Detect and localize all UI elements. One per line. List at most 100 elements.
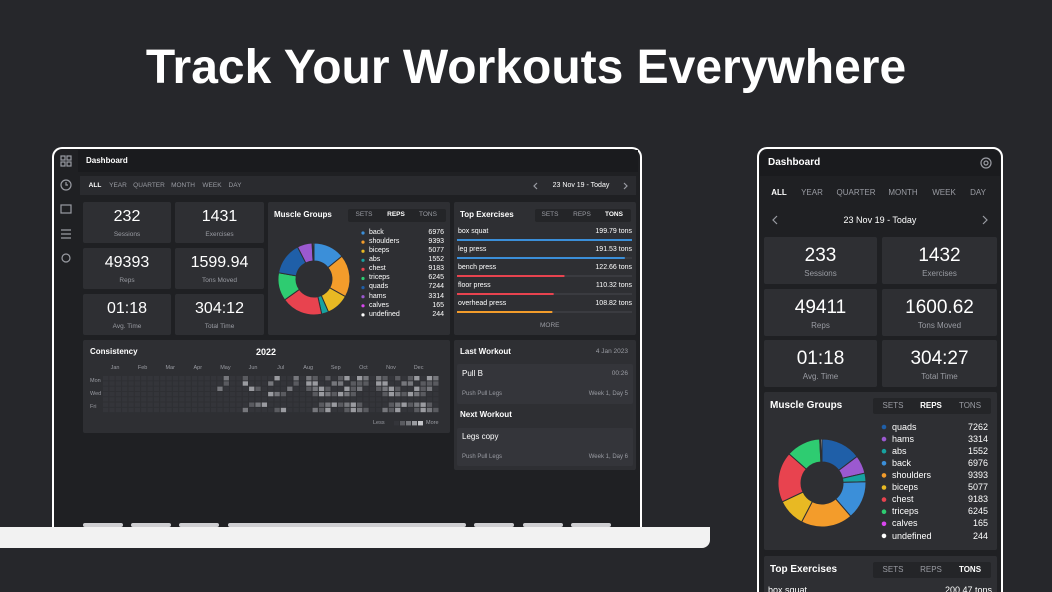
stat-card bbox=[764, 289, 877, 336]
legend-high: More bbox=[426, 419, 439, 426]
heatmap-cell bbox=[331, 376, 337, 381]
month-label: May bbox=[220, 364, 231, 371]
heatmap-cell bbox=[242, 386, 248, 391]
heatmap-cell bbox=[160, 376, 166, 381]
legend-dot bbox=[881, 424, 887, 430]
heatmap-cell bbox=[337, 391, 344, 397]
heatmap-cell bbox=[210, 397, 217, 402]
heatmap-cell bbox=[357, 386, 363, 391]
heatmap-cell bbox=[293, 402, 299, 407]
heatmap-cell bbox=[325, 407, 331, 413]
heatmap-cell bbox=[357, 391, 363, 397]
tab: SETS bbox=[541, 211, 559, 219]
month-label: Mar bbox=[165, 364, 175, 371]
heatmap-cell bbox=[388, 397, 395, 402]
heatmap-cell bbox=[268, 402, 274, 407]
legend-value: 165 bbox=[432, 301, 444, 309]
heatmap-cell bbox=[249, 376, 255, 381]
heatmap-cell bbox=[344, 386, 350, 391]
heatmap-cell bbox=[153, 397, 160, 402]
month-label: Jul bbox=[277, 364, 285, 371]
heatmap-cell bbox=[179, 386, 185, 391]
heatmap-cell bbox=[166, 386, 172, 391]
exercise-name: floor press bbox=[458, 281, 491, 289]
heatmap-cell bbox=[134, 376, 141, 381]
last-date: 4 Jan 2023 bbox=[595, 348, 628, 356]
heatmap-cell bbox=[255, 391, 261, 397]
stat-value: 304:12 bbox=[195, 300, 244, 318]
heatmap-cell bbox=[287, 386, 293, 391]
heatmap-cell bbox=[261, 386, 268, 391]
heatmap-cell bbox=[414, 376, 420, 381]
heatmap-cell bbox=[217, 386, 223, 391]
heatmap-cell bbox=[255, 381, 261, 386]
legend-swatch bbox=[412, 421, 417, 426]
heatmap-cell bbox=[230, 386, 236, 391]
stat-card bbox=[882, 340, 997, 387]
heatmap-cell bbox=[242, 402, 248, 407]
stat-card bbox=[882, 289, 997, 336]
heatmap-cell bbox=[401, 402, 407, 407]
exercise-name: box squat bbox=[458, 227, 489, 235]
heatmap-cell bbox=[153, 391, 160, 397]
page-title: Dashboard bbox=[86, 156, 128, 166]
heatmap-cell bbox=[103, 397, 109, 402]
heatmap-cell bbox=[312, 386, 318, 391]
stat-label: Reps bbox=[811, 321, 830, 331]
heatmap-cell bbox=[331, 391, 337, 397]
heatmap-cell bbox=[172, 381, 179, 386]
heatmap-cell bbox=[166, 402, 172, 407]
heatmap-cell bbox=[395, 407, 401, 413]
exercise-bar bbox=[457, 293, 554, 295]
heatmap-cell bbox=[204, 402, 210, 407]
heatmap-cell bbox=[242, 397, 248, 402]
heatmap-cell bbox=[236, 402, 242, 407]
heatmap-cell bbox=[134, 402, 141, 407]
legend-dot bbox=[881, 461, 887, 466]
heatmap-cell bbox=[306, 386, 312, 391]
legend-label: triceps bbox=[369, 274, 390, 282]
tab: REPS bbox=[573, 211, 591, 219]
heatmap-cell bbox=[172, 402, 179, 407]
heatmap-cell bbox=[255, 386, 261, 391]
tab: MONTH bbox=[171, 182, 195, 190]
heatmap-cell bbox=[249, 386, 255, 391]
heatmap-cell bbox=[141, 386, 147, 391]
heatmap-cell bbox=[426, 407, 433, 413]
heatmap-cell bbox=[153, 402, 160, 407]
heatmap-cell bbox=[414, 397, 420, 402]
heatmap-cell bbox=[376, 376, 382, 381]
month-label: Nov bbox=[386, 364, 396, 371]
heatmap-cell bbox=[268, 386, 274, 391]
headline: Track Your Workouts Everywhere bbox=[145, 41, 907, 94]
card-title: Consistency bbox=[90, 347, 138, 357]
month-label: Oct bbox=[359, 364, 368, 371]
heatmap-cell bbox=[141, 407, 147, 413]
heatmap-cell bbox=[433, 386, 439, 391]
tab: REPS bbox=[920, 401, 942, 411]
legend-label: triceps bbox=[892, 506, 919, 517]
stat-value: 1431 bbox=[201, 208, 238, 226]
heatmap-cell bbox=[128, 402, 134, 407]
heatmap-cell bbox=[185, 397, 191, 402]
consistency-card bbox=[83, 340, 450, 433]
heatmap-cell bbox=[420, 376, 426, 381]
heatmap-cell bbox=[388, 407, 395, 413]
heatmap-cell bbox=[217, 376, 223, 381]
heatmap-cell bbox=[230, 402, 236, 407]
heatmap-cell bbox=[395, 386, 401, 391]
heatmap-cell bbox=[109, 407, 115, 413]
heatmap-cell bbox=[223, 407, 229, 413]
heatmap-cell bbox=[185, 386, 191, 391]
legend-swatch bbox=[394, 421, 399, 426]
heatmap-cell bbox=[109, 381, 115, 386]
heatmap-cell bbox=[376, 397, 382, 402]
heatmap-cell bbox=[204, 376, 210, 381]
legend-dot bbox=[881, 448, 887, 454]
month-label: Apr bbox=[193, 364, 203, 371]
legend-label: shoulders bbox=[369, 237, 400, 245]
heatmap-cell bbox=[160, 386, 166, 391]
heatmap-cell bbox=[191, 397, 198, 402]
legend-value: 7262 bbox=[967, 421, 988, 432]
heatmap-cell bbox=[369, 407, 375, 413]
